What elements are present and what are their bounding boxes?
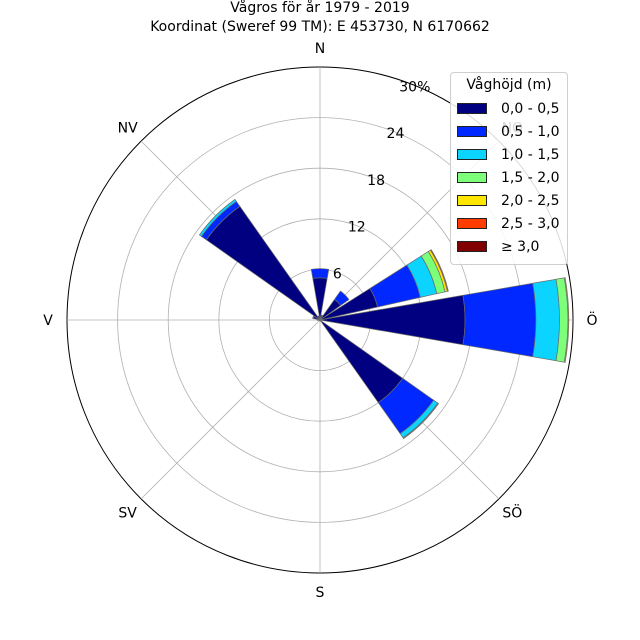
legend-entry: 2,5 - 3,0: [451, 212, 567, 235]
direction-label: NV: [118, 121, 138, 137]
wave-bar-segment: [430, 249, 449, 292]
legend-entry: 1,5 - 2,0: [451, 166, 567, 189]
wave-bar-segment: [312, 315, 315, 319]
wave-bar-segment: [532, 278, 560, 362]
legend-swatch: [457, 218, 487, 229]
legend-swatch: [457, 126, 487, 137]
legend-entry: 1,0 - 1,5: [451, 143, 567, 166]
wave-bar-segment: [310, 268, 330, 279]
direction-label: SÖ: [502, 503, 522, 521]
legend-label: 0,0 - 0,5: [501, 100, 560, 117]
radial-tick-label: 30%: [399, 79, 430, 95]
wave-bar-segment: [462, 282, 537, 358]
wave-bar-segment: [334, 290, 350, 306]
legend-label: 0,5 - 1,0: [501, 123, 560, 140]
legend: Våghöjd (m) 0,0 - 0,5 0,5 - 1,0 1,0 - 1,5 1…: [450, 72, 568, 265]
legend-swatch: [457, 149, 487, 160]
legend-swatch: [457, 172, 487, 183]
wave-bar-segment: [402, 402, 440, 440]
direction-label: Ö: [586, 311, 597, 329]
direction-label: V: [43, 313, 53, 329]
chart-subtitle: Koordinat (Sweref 99 TM): E 453730, N 61…: [150, 19, 490, 35]
legend-entry: 0,0 - 0,5: [451, 97, 567, 120]
legend-swatch: [457, 195, 487, 206]
chart-title: Vågros för år 1979 - 2019: [230, 0, 410, 16]
legend-title: Våghöjd (m): [466, 77, 552, 93]
legend-label: 1,5 - 2,0: [501, 169, 560, 186]
legend-label: 1,0 - 1,5: [501, 146, 560, 163]
radial-tick-label: 6: [333, 266, 342, 282]
legend-entry: 2,0 - 2,5: [451, 189, 567, 212]
grid-spoke: [140, 319, 321, 500]
wave-bars: [198, 198, 570, 440]
radial-tick-label: 12: [348, 220, 366, 236]
wave-bar-segment: [563, 277, 570, 363]
legend-label: ≥ 3,0: [501, 238, 540, 255]
direction-label: SV: [118, 505, 137, 521]
wave-bar-segment: [317, 315, 321, 321]
legend-label: 2,0 - 2,5: [501, 192, 560, 209]
legend-entry: ≥ 3,0: [451, 235, 567, 258]
direction-label: N: [315, 41, 325, 57]
radial-tick-labels: 6 12 18 24 30%: [333, 79, 430, 282]
direction-label: S: [316, 585, 325, 601]
legend-label: 2,5 - 3,0: [501, 215, 560, 232]
wave-bar-segment: [198, 198, 237, 237]
wave-bar-segment: [205, 205, 321, 321]
radial-tick-label: 18: [367, 173, 385, 189]
radial-tick-label: 24: [387, 126, 405, 142]
legend-swatch: [457, 241, 487, 252]
legend-entry: 0,5 - 1,0: [451, 120, 567, 143]
legend-entries: 0,0 - 0,5 0,5 - 1,0 1,0 - 1,5 1,5 - 2,0 2,0 …: [451, 97, 567, 258]
legend-swatch: [457, 103, 487, 114]
